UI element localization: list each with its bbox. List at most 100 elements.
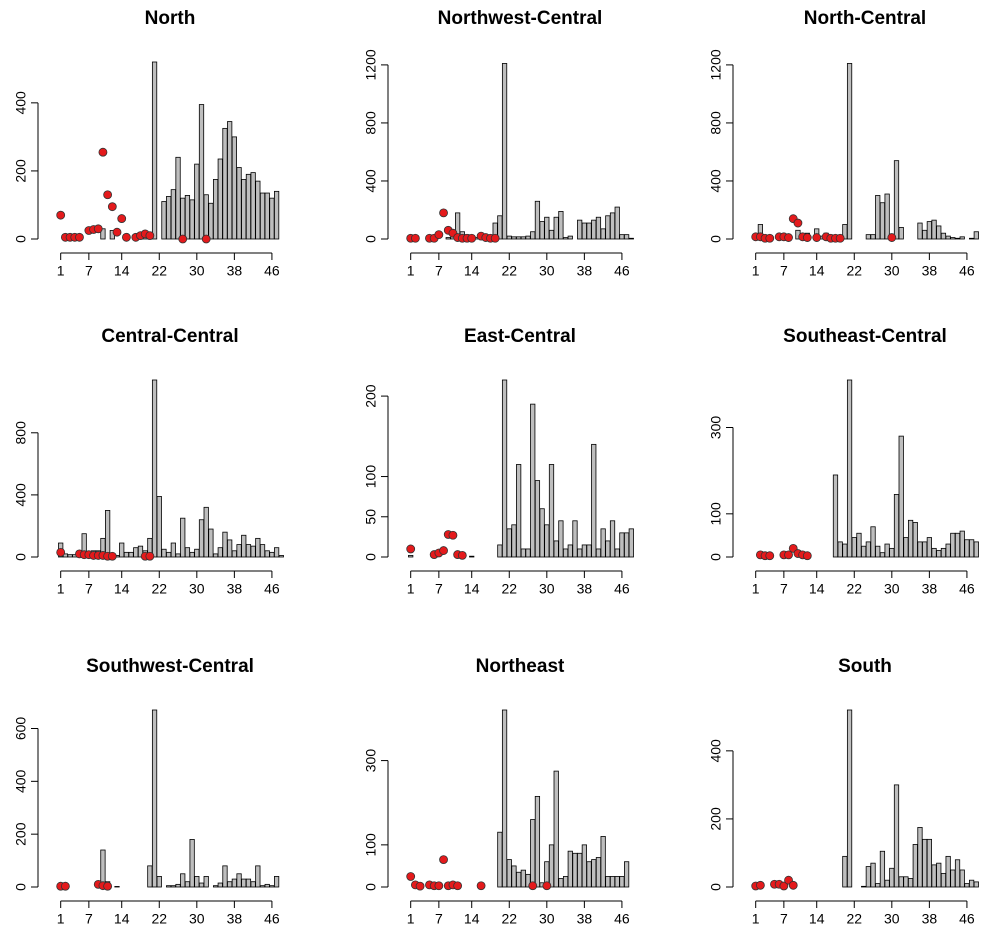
y-tick-label: 100 (363, 465, 379, 489)
bar (236, 544, 242, 558)
panel: Central-Central 0 400 800 1 7 14 22 30 38 46 (13, 326, 284, 597)
bar (212, 885, 219, 888)
point (812, 233, 822, 242)
x-tick-label: 38 (922, 911, 938, 927)
bar (922, 229, 928, 240)
bar (198, 882, 205, 888)
point (201, 234, 211, 244)
bar (595, 857, 602, 888)
bar (577, 852, 583, 888)
bar (259, 885, 266, 888)
y-tick-label: 0 (363, 553, 379, 561)
x-tick-label: 7 (435, 263, 443, 279)
bar (624, 234, 630, 240)
x-tick-label: 7 (85, 581, 93, 597)
bar (194, 876, 200, 888)
x-tick-label: 22 (501, 581, 517, 597)
bar (950, 237, 956, 240)
bar (591, 219, 597, 240)
bar (175, 553, 181, 558)
bar (511, 236, 517, 240)
bar (577, 548, 583, 558)
bar (865, 234, 871, 240)
x-tick-label: 1 (752, 263, 760, 279)
bar (577, 219, 583, 240)
bar (893, 494, 900, 558)
x-tick-label: 38 (922, 263, 938, 279)
bar (255, 180, 261, 240)
bar (166, 885, 172, 888)
x-tick-label: 38 (227, 263, 243, 279)
bar (586, 222, 592, 240)
bar (950, 869, 956, 888)
bar (166, 196, 172, 240)
point (784, 550, 793, 560)
bar (922, 541, 928, 558)
bar (245, 544, 252, 558)
x-tick-label: 38 (227, 911, 243, 927)
y-tick-label: 0 (708, 235, 724, 243)
x-tick-label: 38 (922, 581, 938, 597)
bar (898, 226, 904, 240)
bar (539, 221, 545, 240)
point (476, 881, 486, 891)
bar (558, 520, 564, 558)
bar (922, 838, 928, 888)
x-tick-label: 46 (959, 263, 975, 279)
bar (175, 156, 181, 240)
bar (624, 532, 630, 558)
bar (903, 537, 909, 558)
x-tick-label: 46 (614, 911, 630, 927)
bar (222, 127, 228, 240)
bar (591, 859, 597, 888)
bar (969, 539, 975, 558)
bar (870, 526, 876, 558)
x-tick-label: 1 (57, 911, 65, 927)
bar (100, 228, 106, 240)
bar (926, 838, 932, 888)
bar (208, 528, 214, 558)
bar (846, 63, 853, 240)
bar (875, 883, 881, 888)
bar (222, 865, 228, 888)
bar (534, 795, 541, 888)
bar (917, 222, 923, 240)
x-tick-label: 14 (114, 911, 130, 927)
bar (548, 229, 555, 240)
y-tick-label: 300 (363, 749, 379, 773)
panel-title: North-Central (804, 8, 926, 29)
point (755, 880, 765, 890)
y-tick-label: 800 (363, 111, 379, 135)
bar (893, 784, 900, 888)
bar (931, 864, 937, 888)
x-tick-label: 1 (407, 263, 415, 279)
bar (194, 548, 200, 558)
x-tick-label: 14 (809, 581, 825, 597)
x-tick-label: 38 (577, 911, 593, 927)
bar (166, 551, 172, 558)
bar (600, 228, 606, 240)
point (835, 233, 845, 243)
bar (516, 871, 522, 888)
bar (926, 537, 932, 558)
bar (227, 881, 233, 888)
bar (231, 136, 237, 240)
bar (203, 506, 209, 558)
bar (567, 850, 573, 888)
bar (619, 876, 625, 888)
point (802, 233, 812, 242)
bar (558, 211, 564, 240)
point (542, 881, 552, 891)
bar (259, 544, 266, 558)
point (406, 872, 416, 881)
x-tick-label: 1 (407, 911, 415, 927)
point (490, 233, 500, 243)
bar (255, 865, 261, 888)
bar (156, 496, 162, 558)
bar (884, 543, 890, 558)
x-tick-label: 30 (884, 581, 900, 597)
y-tick-label: 400 (708, 169, 724, 193)
bar (936, 550, 942, 558)
x-tick-label: 7 (85, 263, 93, 279)
